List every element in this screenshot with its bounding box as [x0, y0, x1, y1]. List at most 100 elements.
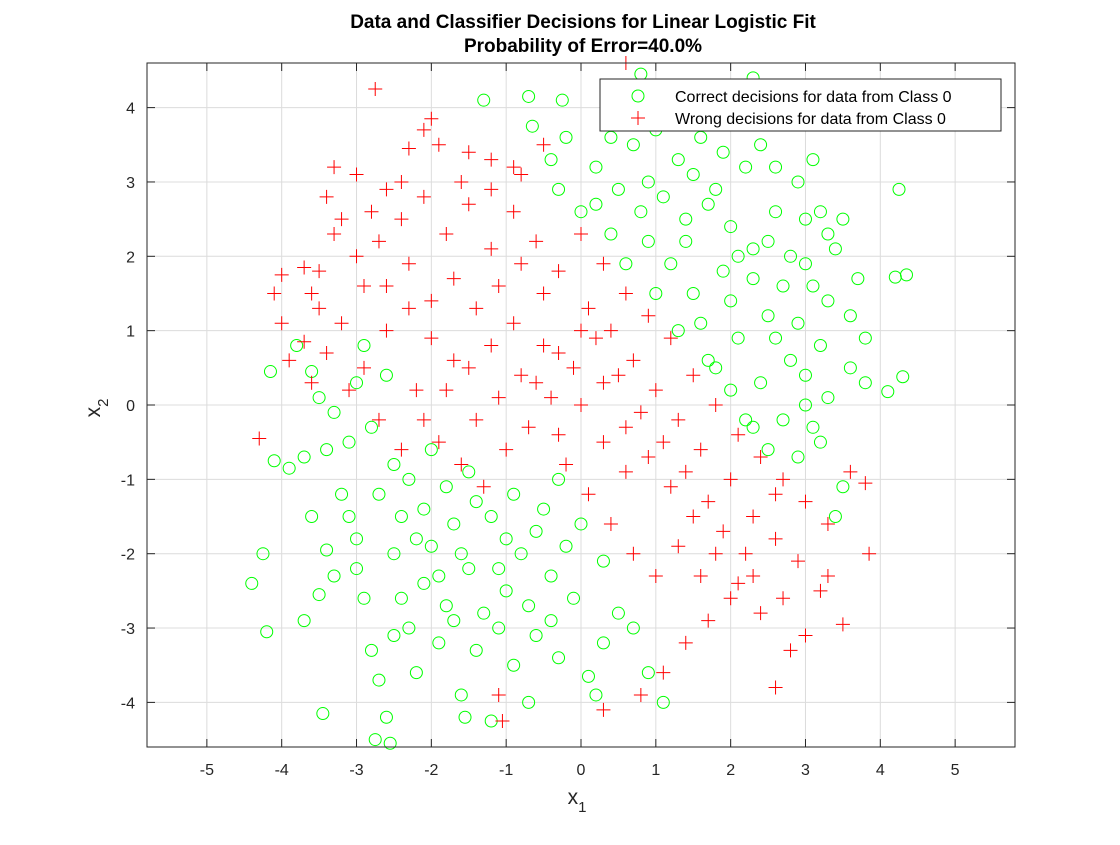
wrong-decision-point [566, 360, 581, 375]
wrong-decision-point [304, 375, 319, 390]
correct-decision-point [574, 205, 588, 219]
correct-decision-point [559, 539, 573, 553]
correct-decision-point [798, 398, 812, 412]
correct-decision-point [679, 212, 693, 226]
correct-decision-point [769, 205, 783, 219]
wrong-decision-point [349, 167, 364, 182]
chart-title: Data and Classifier Decisions for Linear… [350, 12, 816, 33]
correct-decision-point [522, 89, 536, 103]
wrong-decision-point [416, 122, 431, 137]
correct-decision-point [746, 420, 760, 434]
legend-marker-correct [631, 89, 645, 103]
wrong-decision-point [776, 591, 791, 606]
wrong-decision-point [588, 331, 603, 346]
correct-decision-point [746, 272, 760, 286]
correct-decision-point [784, 353, 798, 367]
wrong-decision-point [394, 174, 409, 189]
wrong-decision-point [379, 279, 394, 294]
x-tick-label: 2 [726, 762, 735, 779]
correct-decision-point [769, 331, 783, 345]
wrong-decision-point [776, 472, 791, 487]
correct-decision-point [769, 160, 783, 174]
correct-decision-point [888, 270, 902, 284]
wrong-decision-point [379, 323, 394, 338]
correct-decision-point [402, 621, 416, 635]
correct-decision-point [387, 628, 401, 642]
correct-decision-point [245, 576, 259, 590]
y-tick-label: -3 [121, 621, 135, 638]
correct-decision-point [372, 673, 386, 687]
correct-decision-point [821, 227, 835, 241]
wrong-decision-point [738, 546, 753, 561]
plot-area [146, 56, 1016, 750]
wrong-decision-point [656, 435, 671, 450]
correct-decision-point [724, 383, 738, 397]
wrong-decision-point [723, 591, 738, 606]
wrong-decision-point [319, 345, 334, 360]
correct-decision-point [881, 385, 895, 399]
wrong-decision-point [319, 189, 334, 204]
correct-decision-point [529, 524, 543, 538]
correct-decision-point [694, 316, 708, 330]
wrong-decision-point [551, 264, 566, 279]
correct-decision-point [320, 443, 334, 457]
wrong-decision-point [491, 279, 506, 294]
wrong-decision-point [731, 427, 746, 442]
correct-decision-point [409, 532, 423, 546]
correct-decision-point [896, 370, 910, 384]
wrong-decision-point [327, 227, 342, 241]
wrong-decision-point [753, 606, 768, 621]
correct-decision-point [544, 153, 558, 167]
x-axis-label: x1 [568, 786, 587, 816]
correct-decision-point [477, 93, 491, 107]
correct-decision-point [350, 532, 364, 546]
wrong-decision-point [656, 665, 671, 680]
correct-decision-point [589, 160, 603, 174]
x-tick-label: 1 [651, 762, 660, 779]
correct-decision-point [836, 212, 850, 226]
wrong-decision-point [701, 494, 716, 509]
wrong-decision-point [596, 702, 611, 717]
correct-decision-point [649, 286, 663, 300]
series-correct-class-0 [245, 67, 913, 750]
correct-decision-point [709, 361, 723, 375]
wrong-decision-point [835, 617, 850, 632]
correct-decision-point [350, 376, 364, 390]
correct-decision-point [626, 138, 640, 152]
correct-decision-point [492, 562, 506, 576]
wrong-decision-point [431, 137, 446, 152]
wrong-decision-point [618, 286, 633, 301]
wrong-decision-point [559, 457, 574, 472]
wrong-decision-point [633, 687, 648, 702]
wrong-decision-point [723, 472, 738, 487]
correct-decision-point [462, 465, 476, 479]
wrong-decision-point [701, 613, 716, 628]
wrong-decision-point [469, 301, 484, 316]
correct-decision-point [596, 636, 610, 650]
wrong-decision-point [461, 360, 476, 375]
correct-decision-point [555, 93, 569, 107]
wrong-decision-point [521, 420, 536, 435]
wrong-decision-point [678, 635, 693, 650]
correct-decision-point [469, 495, 483, 509]
wrong-decision-point [708, 398, 723, 412]
wrong-decision-point [820, 569, 835, 583]
x-tick-label: -1 [499, 762, 513, 779]
correct-decision-point [297, 450, 311, 464]
wrong-decision-point [753, 450, 768, 465]
wrong-decision-point [536, 286, 551, 301]
y-axis-label: x2 [82, 399, 112, 418]
correct-decision-point [379, 368, 393, 382]
correct-decision-point [316, 707, 330, 721]
wrong-decision-point [693, 569, 708, 583]
correct-decision-point [634, 205, 648, 219]
correct-decision-point [379, 710, 393, 724]
wrong-decision-point [618, 420, 633, 435]
correct-decision-point [522, 695, 536, 709]
wrong-decision-point [551, 345, 566, 360]
wrong-decision-point [439, 383, 454, 398]
correct-decision-point [417, 576, 431, 590]
correct-decision-point [761, 309, 775, 323]
y-tick-label: 0 [126, 398, 135, 415]
